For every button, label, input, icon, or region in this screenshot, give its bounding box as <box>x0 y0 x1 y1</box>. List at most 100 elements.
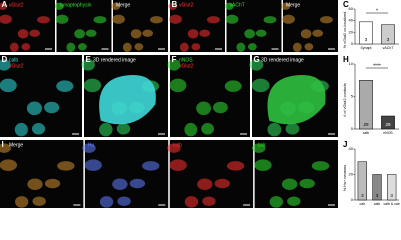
cell-signal <box>269 196 283 208</box>
cell-signal <box>244 29 256 39</box>
micrograph <box>254 140 338 208</box>
cell-signal <box>281 178 298 190</box>
cell-signal <box>169 159 187 171</box>
cell-signal <box>281 2 291 10</box>
y-axis-label: % Hu+ neurons <box>343 165 347 191</box>
cell-signal <box>320 16 333 24</box>
cell-signal <box>27 178 43 190</box>
cell-signal <box>85 29 97 37</box>
cell-signal <box>0 159 18 171</box>
cell-signal <box>196 101 212 116</box>
panel-letter: G <box>254 55 260 64</box>
cell-signal <box>249 59 264 71</box>
x-tick-label: calr <box>360 202 366 206</box>
cell-signal <box>82 143 96 153</box>
cell-signal <box>93 16 107 24</box>
x-tick-label: calb <box>363 131 369 135</box>
cell-signal <box>55 14 69 24</box>
cell-signal <box>116 123 131 135</box>
cell-signal <box>202 196 216 206</box>
panel-letter: I <box>2 140 4 149</box>
n-label: 3 <box>387 37 390 42</box>
cell-signal <box>226 161 245 171</box>
micrograph <box>0 55 82 137</box>
y-tick-label: 10 <box>349 61 354 66</box>
cell-signal <box>84 159 102 171</box>
cell-signal <box>74 29 85 39</box>
cell-signal <box>21 43 31 51</box>
y-tick-label: 0 <box>351 126 354 131</box>
cell-signal <box>44 101 60 114</box>
channel-label: vGlut2 <box>9 63 24 69</box>
y-tick-label: 20 <box>349 29 354 34</box>
bar <box>359 21 373 45</box>
cell-signal <box>292 42 302 52</box>
cell-signal <box>285 123 300 135</box>
cell-signal <box>169 78 187 93</box>
cell-signal <box>83 78 102 93</box>
micrograph <box>226 0 282 52</box>
cell-signal <box>187 29 199 39</box>
micrograph <box>169 140 254 208</box>
bar <box>381 115 395 130</box>
y-tick-label: 0 <box>351 197 354 202</box>
channel-label: vGlut2 <box>179 2 194 8</box>
cell-signal <box>117 196 131 206</box>
y-tick-label: 5 <box>351 94 354 99</box>
cell-signal <box>251 78 270 93</box>
figure: vGlut2 synaptophysin Merge A vGlut2 vAChT Merg… <box>0 0 401 208</box>
cell-signal <box>14 122 28 137</box>
micrograph <box>170 55 250 137</box>
y-tick-label: 60 <box>349 6 354 11</box>
cell-signal <box>168 2 178 10</box>
cell-signal <box>199 29 211 37</box>
cell-signal <box>122 42 132 52</box>
cell-signal <box>207 16 220 24</box>
cell-signal <box>37 16 50 24</box>
cell-signal <box>224 80 242 92</box>
channel-label: calb <box>9 57 18 63</box>
cell-signal <box>304 43 314 51</box>
cell-signal <box>169 14 182 24</box>
y-tick-label: 0 <box>351 41 354 46</box>
cell-signal <box>214 178 230 189</box>
cell-signal <box>130 29 142 39</box>
cell-signal <box>31 123 46 135</box>
cell-signal <box>77 43 87 51</box>
cell-signal <box>129 178 146 189</box>
channel-label: calr <box>258 142 266 148</box>
micrograph <box>84 140 169 208</box>
n-label: 3 <box>361 193 364 198</box>
n-label: 29 <box>385 122 391 127</box>
cell-signal <box>184 122 198 137</box>
panel-letter: D <box>2 55 8 64</box>
bar <box>372 174 382 201</box>
cell-signal <box>0 59 11 71</box>
cell-signal <box>142 29 154 37</box>
cell-signal <box>312 29 324 37</box>
cell-signal <box>99 122 113 137</box>
channel-label: Merge <box>9 142 23 148</box>
micrograph <box>170 0 225 52</box>
cell-signal <box>29 29 41 37</box>
cell-signal <box>179 42 189 52</box>
cell-signal <box>263 16 277 24</box>
cell-signal <box>254 159 272 171</box>
cell-signal <box>32 196 46 206</box>
cell-signal <box>66 42 76 52</box>
cell-signal <box>282 14 295 24</box>
cell-signal <box>57 161 75 171</box>
cell-signal <box>15 196 29 208</box>
cell-signal <box>99 196 114 208</box>
micrograph <box>283 0 338 52</box>
channel-label: calb <box>173 142 182 148</box>
x-tick-label: Synapt <box>361 46 372 50</box>
rendered-surface <box>267 75 326 125</box>
y-tick-label: 40 <box>349 146 354 151</box>
cell-signal <box>300 29 312 39</box>
cell-signal <box>56 80 74 92</box>
channel-label: Merge <box>116 2 130 8</box>
channel-label: Hu <box>88 142 95 148</box>
bar <box>381 24 395 45</box>
micrograph <box>113 0 168 52</box>
